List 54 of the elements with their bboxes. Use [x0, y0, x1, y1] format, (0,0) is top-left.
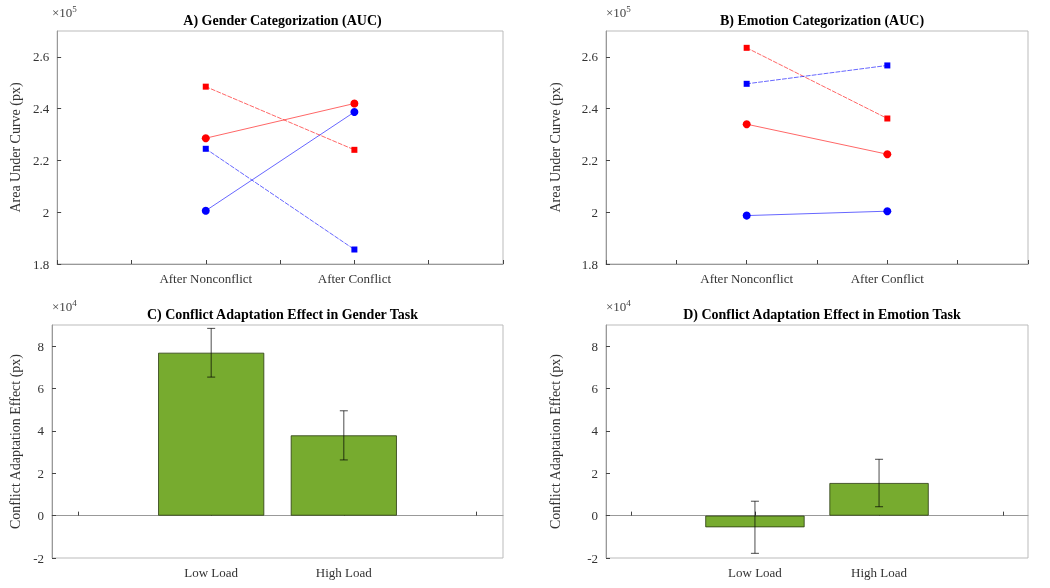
point [883, 207, 892, 216]
point [883, 150, 892, 159]
y-tick-label: 2.2 [32, 152, 50, 168]
point [201, 134, 210, 143]
chart-title: C) Conflict Adaptation Effect in Gender Task [146, 306, 419, 323]
y-axis-title: Area Under Curve (px) [547, 82, 564, 213]
point [742, 211, 751, 220]
x-tick-label: High Load [851, 565, 908, 580]
point [202, 145, 209, 152]
y-tick-label: 0 [37, 508, 44, 524]
y-tick-label: -2 [587, 550, 598, 566]
y-tick-label: 0 [591, 508, 598, 524]
point [351, 246, 358, 253]
y-tick-label: 1.8 [32, 256, 50, 272]
x-tick-label: After Conflict [850, 271, 925, 286]
y-tick-label: 6 [37, 381, 45, 397]
x-tick-label: Low Load [184, 565, 239, 580]
y-tick-label: 2.6 [581, 49, 599, 65]
x-tick-label: High Load [315, 565, 373, 580]
y-tick-label: 8 [591, 338, 598, 354]
y-tick-label: 2.6 [32, 49, 50, 65]
y-axis-title: Conflict Adaptation Effect (px) [7, 353, 24, 530]
chart-title: B) Emotion Categorization (AUC) [719, 12, 925, 29]
x-tick-label: After Nonconflict [159, 271, 253, 286]
point [350, 108, 359, 117]
point [884, 62, 891, 69]
y-tick-label: 2.4 [581, 101, 599, 117]
y-tick-label: 4 [37, 423, 45, 439]
x-tick-label: After Conflict [317, 271, 392, 286]
y-tick-label: 6 [591, 381, 599, 397]
chart-title: A) Gender Categorization (AUC) [183, 12, 383, 29]
y-tick-label: 2 [591, 465, 598, 481]
y-tick-label: 2.2 [581, 152, 598, 168]
y-tick-label: 2 [591, 204, 598, 220]
chart-title: D) Conflict Adaptation Effect in Emotion Task [683, 306, 962, 323]
y-tick-label: 1.8 [581, 256, 598, 272]
point [202, 83, 209, 90]
y-tick-label: 8 [37, 338, 44, 354]
x-tick-label: After Nonconflict [700, 271, 794, 286]
y-tick-label: 2.4 [32, 101, 50, 117]
point [350, 99, 359, 108]
y-tick-label: -2 [33, 550, 44, 566]
point [743, 80, 750, 87]
point [743, 44, 750, 51]
point [742, 120, 751, 129]
point [201, 206, 210, 215]
y-axis-title: Conflict Adaptation Effect (px) [547, 353, 564, 530]
y-tick-label: 4 [591, 423, 599, 439]
y-axis-title: Area Under Curve (px) [7, 82, 24, 213]
point [884, 115, 891, 122]
point [351, 146, 358, 153]
y-tick-label: 2 [37, 465, 44, 481]
y-tick-label: 2 [42, 204, 50, 220]
x-tick-label: Low Load [728, 565, 783, 580]
